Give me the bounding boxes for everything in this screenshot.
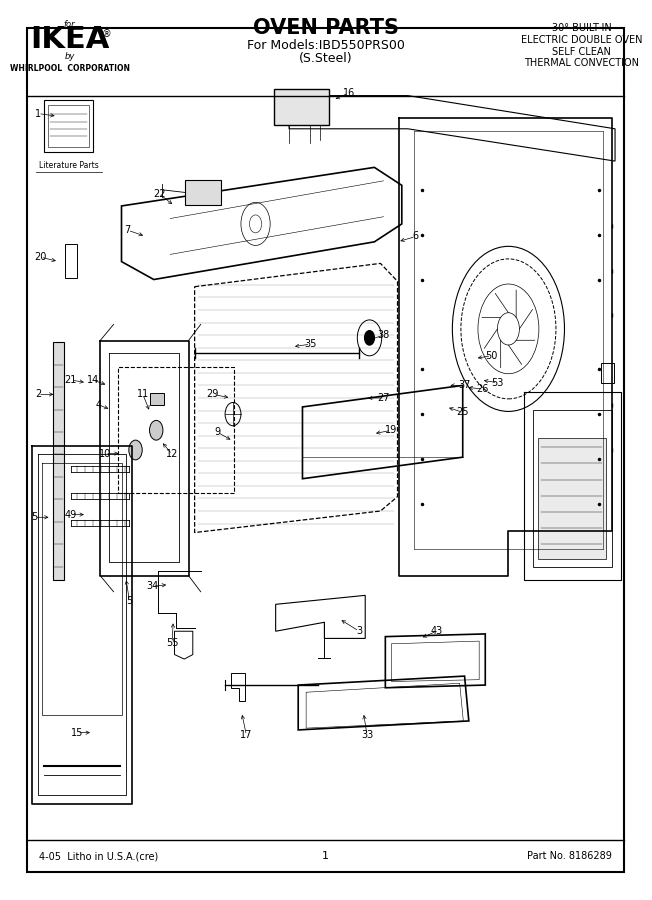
Text: 25: 25 (456, 408, 469, 418)
Circle shape (129, 440, 142, 460)
Text: 2: 2 (35, 390, 41, 400)
Bar (150, 392, 164, 405)
Text: 27: 27 (378, 393, 390, 403)
Text: 1: 1 (35, 109, 41, 119)
Text: 5: 5 (31, 512, 38, 522)
Text: 29: 29 (207, 390, 219, 400)
Text: 3: 3 (356, 626, 363, 636)
Bar (538, 438, 606, 560)
Text: (S.Steel): (S.Steel) (299, 52, 353, 66)
Text: ELECTRIC DOUBLE OVEN: ELECTRIC DOUBLE OVEN (521, 35, 642, 45)
Text: 5: 5 (126, 596, 132, 606)
Text: 35: 35 (304, 339, 317, 349)
Text: Literature Parts: Literature Parts (38, 161, 98, 170)
Text: 19: 19 (385, 426, 398, 436)
Text: 50: 50 (485, 351, 497, 361)
Bar (601, 363, 614, 382)
Text: 14: 14 (87, 375, 99, 385)
Text: For Models:IBD550PRS00: For Models:IBD550PRS00 (246, 39, 404, 52)
Text: 30° BUILT-IN: 30° BUILT-IN (552, 23, 612, 33)
Text: 49: 49 (65, 509, 77, 519)
Text: 10: 10 (99, 448, 111, 459)
Text: 26: 26 (477, 384, 489, 394)
Bar (119, 367, 234, 493)
Text: 17: 17 (240, 730, 252, 741)
Text: OVEN PARTS: OVEN PARTS (252, 18, 398, 39)
Text: SELF CLEAN: SELF CLEAN (552, 47, 611, 57)
Text: 11: 11 (137, 390, 149, 400)
Text: 53: 53 (491, 378, 503, 388)
Bar (44, 100, 93, 152)
Text: 22: 22 (154, 189, 166, 199)
Text: 34: 34 (146, 581, 158, 591)
Bar (274, 89, 329, 125)
Text: 43: 43 (430, 626, 443, 636)
Text: 15: 15 (71, 727, 83, 738)
Bar (48, 105, 89, 147)
Text: ®: ® (102, 30, 111, 40)
Text: WHIRLPOOL  CORPORATION: WHIRLPOOL CORPORATION (10, 64, 130, 73)
Text: 20: 20 (35, 252, 47, 262)
Text: 38: 38 (378, 330, 390, 340)
Bar (185, 180, 221, 205)
Text: 4-05  Litho in U.S.A.(cre): 4-05 Litho in U.S.A.(cre) (39, 851, 158, 861)
Text: IKEA: IKEA (30, 25, 110, 55)
Circle shape (364, 330, 374, 345)
Text: 12: 12 (166, 449, 178, 460)
Circle shape (149, 420, 163, 440)
Text: by: by (65, 51, 75, 60)
Text: 55: 55 (166, 638, 179, 648)
Text: for: for (64, 20, 76, 29)
Bar (533, 410, 612, 567)
Bar (53, 342, 64, 580)
Text: 33: 33 (361, 730, 373, 741)
Text: 7: 7 (125, 225, 130, 235)
Text: 9: 9 (214, 428, 220, 437)
Text: 16: 16 (343, 88, 355, 98)
Text: 6: 6 (413, 231, 419, 241)
Text: Part No. 8186289: Part No. 8186289 (527, 851, 612, 861)
Text: 37: 37 (458, 381, 471, 391)
Bar (65, 244, 77, 278)
Text: THERMAL CONVECTION: THERMAL CONVECTION (524, 58, 639, 68)
Text: 1: 1 (322, 851, 329, 861)
Text: 4: 4 (96, 400, 102, 410)
Text: 21: 21 (65, 375, 77, 385)
